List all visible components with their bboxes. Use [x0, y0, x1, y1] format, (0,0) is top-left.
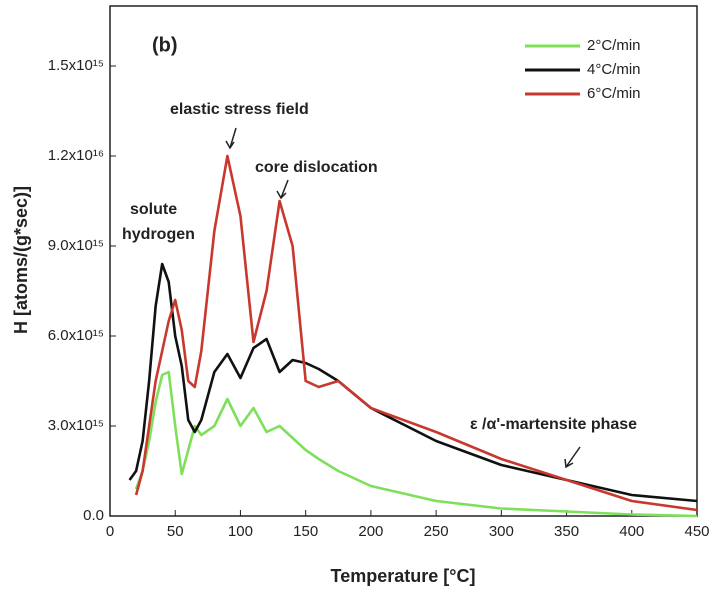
plot-frame — [109, 5, 698, 517]
legend-label: 2°C/min — [587, 37, 641, 54]
y-tick-label: 6.0x10¹⁵ — [48, 327, 104, 344]
x-tick-label: 200 — [358, 523, 383, 540]
x-tick-label: 50 — [167, 523, 184, 540]
y-tick-label: 0.0 — [83, 507, 104, 524]
y-tick-label: 1.2x10¹⁶ — [48, 147, 104, 164]
legend-label: 4°C/min — [587, 61, 641, 78]
annotation: (b) — [152, 34, 178, 56]
annotation: ε /α'-martensite phase — [470, 416, 637, 433]
annotation: hydrogen — [122, 226, 195, 243]
x-tick-label: 100 — [228, 523, 253, 540]
annotation: core dislocation — [255, 159, 378, 176]
x-tick-label: 250 — [424, 523, 449, 540]
x-axis-label: Temperature [°C] — [331, 566, 476, 586]
x-tick-label: 350 — [554, 523, 579, 540]
series-line — [134, 154, 698, 512]
x-tick-label: 300 — [489, 523, 514, 540]
x-tick-label: 400 — [619, 523, 644, 540]
legend-label: 6°C/min — [587, 85, 641, 102]
x-tick-label: 150 — [293, 523, 318, 540]
series-line — [128, 262, 698, 503]
y-tick-label: 9.0x10¹⁵ — [48, 237, 104, 254]
x-tick-label: 450 — [684, 523, 709, 540]
arrows — [225, 127, 581, 469]
y-tick-label: 1.5x10¹⁵ — [48, 57, 104, 74]
series-line — [134, 370, 698, 518]
y-axis-label: H [atoms/(g*sec)] — [11, 186, 31, 334]
x-tick-label: 0 — [106, 523, 114, 540]
annotation: solute — [130, 201, 177, 218]
y-tick-label: 3.0x10¹⁵ — [48, 417, 104, 434]
annotation: elastic stress field — [170, 101, 309, 118]
